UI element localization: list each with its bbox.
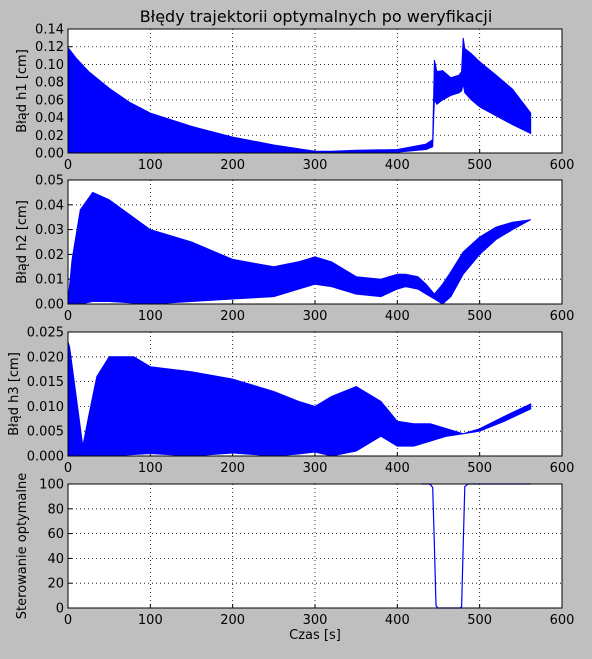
plot-frame	[67, 28, 563, 154]
x-tick-label: 400	[385, 613, 410, 628]
x-tick-label: 200	[220, 309, 245, 324]
x-tick-label: 100	[138, 309, 163, 324]
y-tick-label: 0.14	[35, 23, 64, 38]
y-tick-label: 0.000	[27, 450, 64, 465]
y-tick-label: 0	[56, 602, 64, 617]
x-tick-label: 100	[138, 613, 163, 628]
y-tick-label: 0.01	[35, 273, 64, 288]
y-tick-label: 20	[47, 577, 64, 592]
x-tick-label: 600	[550, 309, 575, 324]
y-tick-label: 0.010	[27, 400, 64, 415]
y-axis-label: Błąd h2 [cm]	[15, 200, 30, 284]
x-tick-label: 400	[385, 158, 410, 173]
x-tick-label: 600	[550, 158, 575, 173]
y-tick-label: 0.020	[27, 350, 64, 365]
error-band	[67, 341, 532, 457]
y-tick-label: 40	[47, 552, 64, 567]
y-tick-label: 0.00	[35, 147, 64, 162]
y-axis-label: Błąd h3 [cm]	[7, 352, 22, 436]
x-tick-label: 200	[220, 158, 245, 173]
x-tick-label: 0	[64, 309, 72, 324]
figure-title: Błędy trajektorii optymalnych po weryfik…	[140, 7, 493, 26]
y-tick-label: 0.03	[35, 223, 64, 238]
x-tick-label: 0	[64, 613, 72, 628]
subplot-4: 0 100 200 300 400 500 600 0 20 40 60 80 100 Sterowani…	[15, 473, 574, 643]
x-tick-label: 500	[467, 613, 492, 628]
x-tick-label: 500	[467, 309, 492, 324]
y-tick-label: 0.04	[35, 198, 64, 213]
error-band	[67, 37, 532, 153]
y-axis-label: Błąd h1 [cm]	[15, 49, 30, 133]
y-tick-label: 60	[47, 527, 64, 542]
x-tick-label: 100	[138, 461, 163, 476]
x-tick-label: 300	[303, 309, 328, 324]
x-tick-label: 100	[138, 158, 163, 173]
y-tick-label: 0.05	[35, 174, 64, 189]
x-tick-label: 500	[467, 461, 492, 476]
y-tick-label: 80	[47, 502, 64, 517]
y-tick-label: 100	[39, 478, 64, 493]
x-tick-label: 200	[220, 613, 245, 628]
y-tick-label: 0.12	[35, 40, 64, 55]
error-band	[67, 191, 531, 305]
x-tick-label: 600	[550, 461, 575, 476]
subplot-2: 0 100 200 300 400 500 600 0.00 0.01 0.02 0.03 0.04 0…	[15, 174, 574, 325]
subplot-3: 0 100 200 300 400 500 600 0.000 0.005 0.010 0.015 0…	[7, 326, 574, 477]
x-tick-label: 0	[64, 461, 72, 476]
x-tick-label: 400	[385, 461, 410, 476]
y-axis-label: Sterowanie optymalne	[15, 473, 30, 619]
y-tick-label: 0.06	[35, 93, 64, 108]
y-tick-label: 0.04	[35, 111, 64, 126]
x-tick-label: 300	[303, 613, 328, 628]
y-tick-label: 0.02	[35, 248, 64, 263]
y-tick-label: 0.08	[35, 76, 64, 91]
plot-frame	[67, 331, 563, 457]
plot-frame	[67, 179, 563, 305]
x-tick-label: 300	[303, 461, 328, 476]
y-tick-label: 0.015	[27, 375, 64, 390]
y-tick-label: 0.005	[27, 425, 64, 440]
y-tick-label: 0.02	[35, 129, 64, 144]
plot-frame	[67, 483, 563, 609]
x-tick-label: 400	[385, 309, 410, 324]
x-tick-label: 500	[467, 158, 492, 173]
subplots: 0 100 200 300 400 500 6000.000.020.040.060.080…	[7, 23, 574, 644]
y-tick-label: 0.10	[35, 58, 64, 73]
y-tick-label: 0.00	[35, 298, 64, 313]
y-tick-label: 0.025	[27, 326, 64, 341]
x-tick-label: 200	[220, 461, 245, 476]
plot-area	[68, 484, 562, 608]
x-axis-label: Czas [s]	[289, 628, 341, 643]
subplot-1: 0 100 200 300 400 500 600 0.00 0.02 0.04 0.06 0.08 0…	[15, 23, 574, 174]
x-tick-label: 600	[550, 613, 575, 628]
x-tick-label: 0	[64, 158, 72, 173]
x-tick-label: 300	[303, 158, 328, 173]
